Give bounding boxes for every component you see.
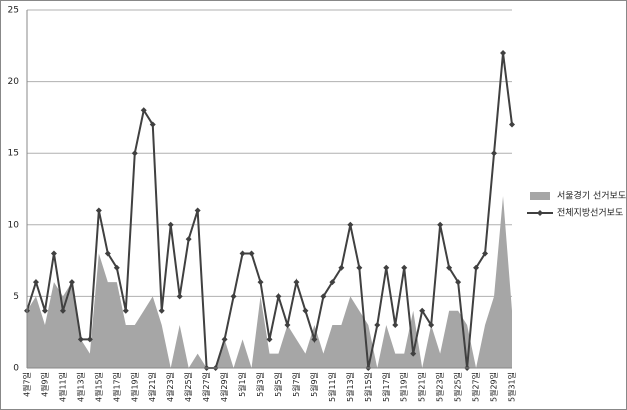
marker bbox=[59, 307, 66, 314]
marker bbox=[113, 264, 120, 271]
legend-marker bbox=[537, 210, 543, 216]
marker bbox=[320, 293, 327, 300]
x-tick-label: 4월19일 bbox=[129, 372, 139, 402]
marker bbox=[356, 264, 363, 271]
marker bbox=[302, 307, 309, 314]
x-tick-label: 5월3일 bbox=[255, 372, 265, 397]
marker bbox=[338, 264, 345, 271]
marker bbox=[455, 279, 462, 286]
marker bbox=[491, 150, 498, 157]
marker bbox=[86, 336, 93, 343]
y-tick-label: 10 bbox=[8, 220, 20, 230]
marker bbox=[32, 279, 39, 286]
legend-label: 서울경기 선거보도 bbox=[557, 190, 626, 202]
x-tick-label: 4월27일 bbox=[201, 372, 211, 402]
x-tick-label: 4월13일 bbox=[75, 372, 85, 402]
x-tick-label: 5월7일 bbox=[291, 372, 301, 397]
x-tick-label: 4월29일 bbox=[219, 372, 229, 402]
x-tick-label: 5월9일 bbox=[309, 372, 319, 397]
marker bbox=[392, 322, 399, 329]
y-tick-label: 25 bbox=[8, 6, 19, 16]
marker bbox=[50, 250, 57, 257]
x-tick-label: 5월15일 bbox=[363, 372, 373, 402]
marker bbox=[185, 236, 192, 243]
x-tick-label: 5월13일 bbox=[345, 372, 355, 402]
marker bbox=[194, 207, 201, 214]
y-tick-label: 5 bbox=[13, 292, 19, 302]
marker bbox=[410, 350, 417, 357]
marker bbox=[266, 336, 273, 343]
x-tick-label: 4월11일 bbox=[57, 372, 67, 402]
marker bbox=[239, 250, 246, 257]
x-tick-label: 5월1일 bbox=[237, 372, 247, 397]
marker bbox=[95, 207, 102, 214]
y-tick-label: 0 bbox=[13, 364, 19, 374]
x-tick-label: 4월21일 bbox=[147, 372, 157, 402]
x-tick-label: 4월25일 bbox=[183, 372, 193, 402]
marker bbox=[158, 307, 165, 314]
marker bbox=[230, 293, 237, 300]
marker bbox=[446, 264, 453, 271]
marker bbox=[284, 322, 291, 329]
marker bbox=[419, 307, 426, 314]
y-tick-label: 20 bbox=[8, 77, 20, 87]
marker bbox=[311, 336, 318, 343]
x-tick-label: 5월31일 bbox=[507, 372, 517, 402]
marker bbox=[293, 279, 300, 286]
marker bbox=[41, 307, 48, 314]
x-tick-label: 5월25일 bbox=[453, 372, 463, 402]
marker bbox=[401, 264, 408, 271]
marker bbox=[482, 250, 489, 257]
marker bbox=[77, 336, 84, 343]
marker bbox=[500, 49, 507, 56]
x-tick-label: 5월5일 bbox=[273, 372, 283, 397]
x-tick-label: 5월17일 bbox=[381, 372, 391, 402]
x-tick-label: 5월19일 bbox=[399, 372, 409, 402]
x-tick-label: 4월9일 bbox=[39, 372, 49, 397]
marker bbox=[374, 322, 381, 329]
marker bbox=[473, 264, 480, 271]
x-tick-label: 5월21일 bbox=[417, 372, 427, 402]
area bbox=[27, 196, 512, 368]
marker bbox=[122, 307, 129, 314]
marker bbox=[428, 322, 435, 329]
legend-label: 전체지방선거보도 bbox=[557, 208, 623, 219]
marker bbox=[131, 150, 138, 157]
x-tick-label: 5월23일 bbox=[435, 372, 445, 402]
marker bbox=[176, 293, 183, 300]
marker bbox=[383, 264, 390, 271]
x-tick-label: 5월29일 bbox=[489, 372, 499, 402]
marker bbox=[329, 279, 336, 286]
x-tick-label: 4월17일 bbox=[111, 372, 121, 402]
marker bbox=[257, 279, 264, 286]
marker bbox=[347, 221, 354, 228]
x-tick-label: 5월27일 bbox=[471, 372, 481, 402]
y-tick-label: 15 bbox=[8, 149, 19, 159]
marker bbox=[167, 221, 174, 228]
marker bbox=[140, 107, 147, 114]
marker bbox=[275, 293, 282, 300]
marker bbox=[221, 336, 228, 343]
marker bbox=[437, 221, 444, 228]
marker bbox=[248, 250, 255, 257]
x-tick-label: 4월7일 bbox=[22, 372, 32, 397]
marker bbox=[104, 250, 111, 257]
legend-swatch bbox=[530, 192, 550, 200]
x-tick-label: 4월23일 bbox=[165, 372, 175, 402]
x-tick-label: 5월11일 bbox=[327, 372, 337, 402]
marker bbox=[509, 121, 515, 128]
marker bbox=[68, 279, 75, 286]
x-tick-label: 4월15일 bbox=[93, 372, 103, 402]
marker bbox=[149, 121, 156, 128]
